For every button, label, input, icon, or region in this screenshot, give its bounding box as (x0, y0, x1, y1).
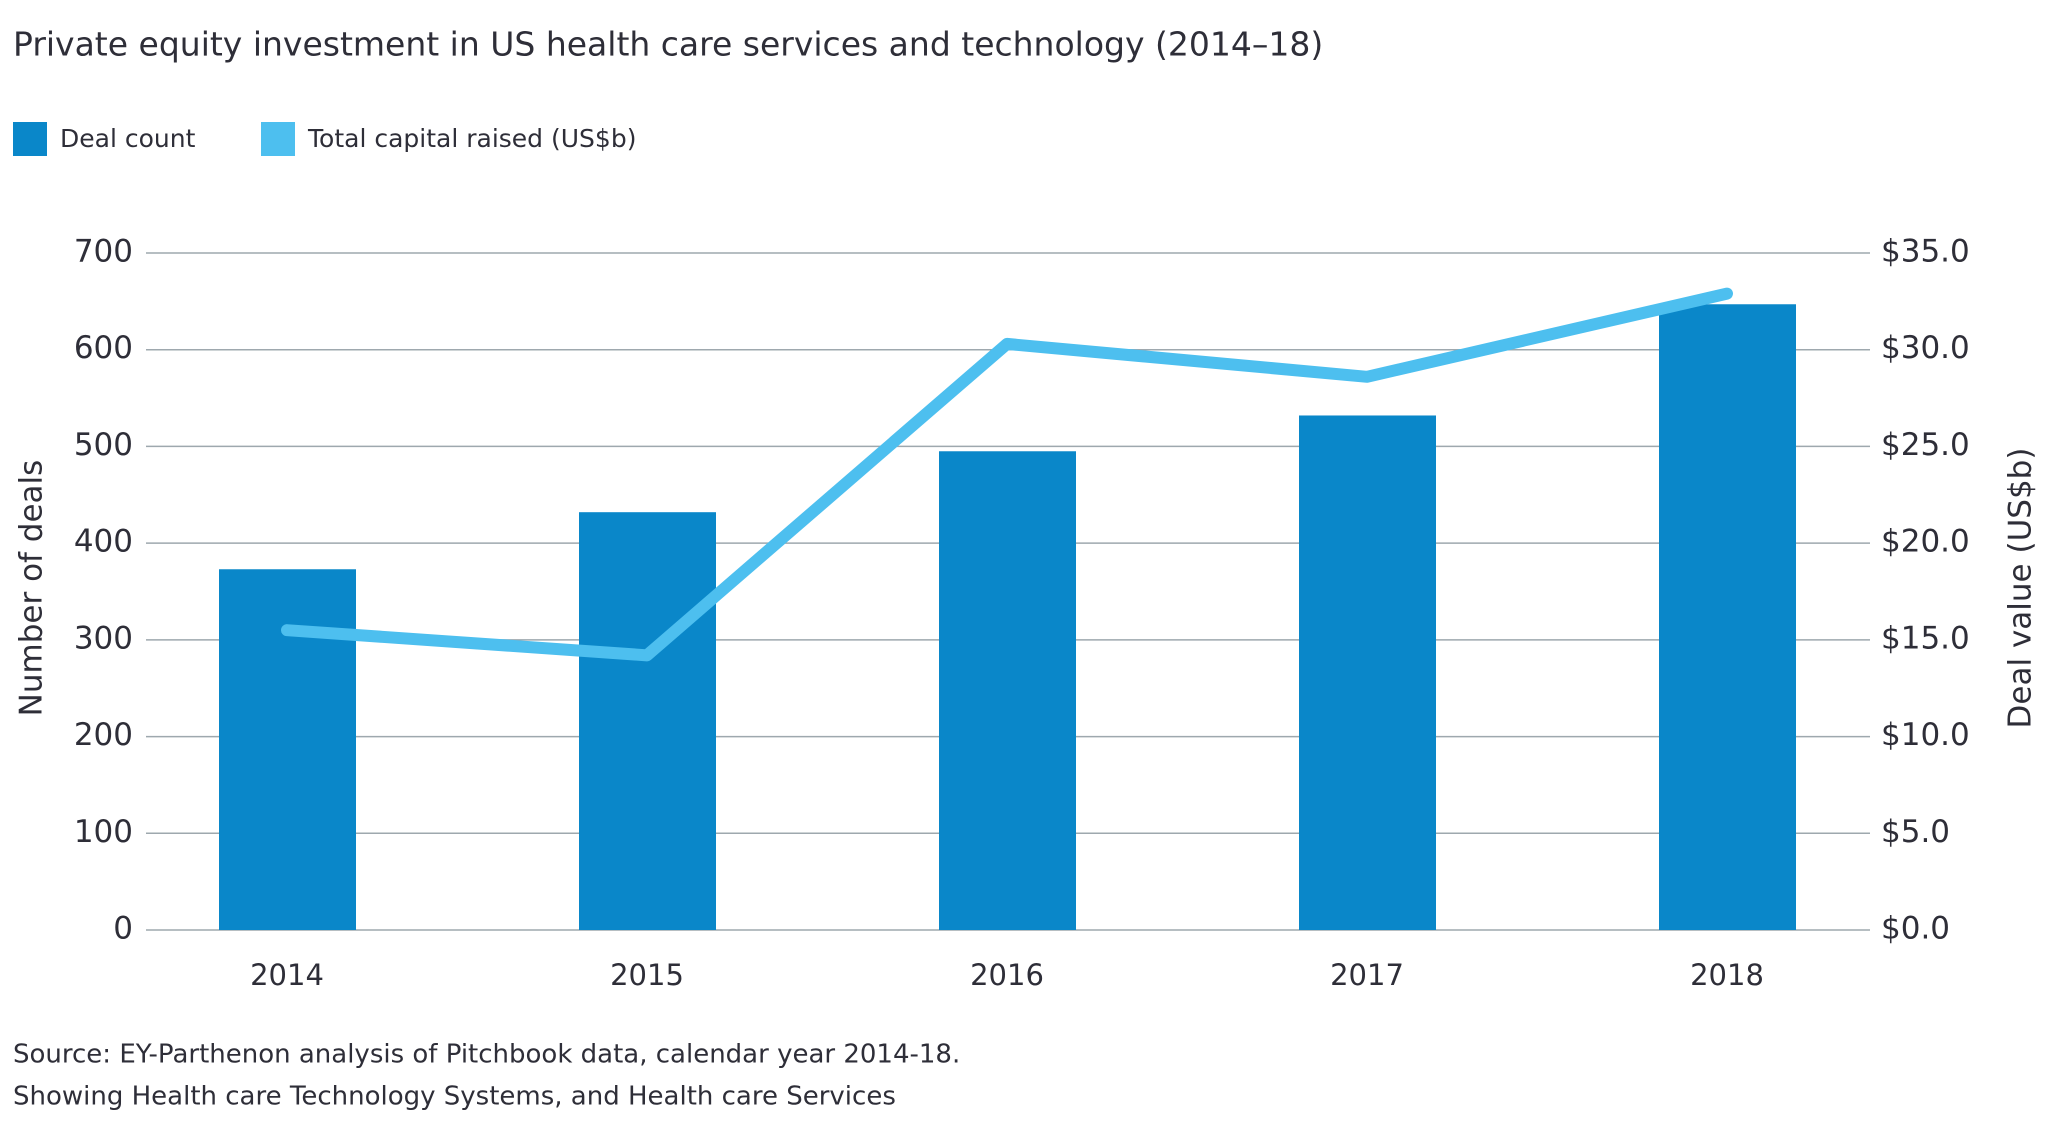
y-tick-label: 400 (74, 524, 133, 560)
legend-swatch (13, 122, 47, 156)
y-tick-label: 300 (74, 620, 133, 656)
bar (939, 451, 1076, 930)
y2-tick-label: $35.0 (1881, 234, 1970, 270)
bar (579, 512, 716, 930)
y2-tick-label: $30.0 (1881, 330, 1970, 366)
y-axis-title: Number of deals (14, 460, 50, 717)
bar (1299, 415, 1436, 931)
y2-tick-label: $20.0 (1881, 524, 1970, 560)
y2-axis-title: Deal value (US$b) (2003, 448, 2039, 729)
legend-swatch (261, 122, 295, 156)
y-tick-label: 600 (74, 330, 133, 366)
y2-tick-label: $10.0 (1881, 717, 1970, 753)
line (281, 287, 1733, 662)
x-tick-label: 2017 (1330, 958, 1404, 992)
y-tick-label: 200 (74, 717, 133, 753)
x-tick-label: 2014 (250, 958, 324, 992)
bar (219, 569, 356, 930)
y2-tick-label: $5.0 (1881, 814, 1950, 850)
y-tick-label: 500 (74, 427, 133, 463)
x-tick-label: 2018 (1690, 958, 1764, 992)
chart-title: Private equity investment in US health c… (13, 25, 1323, 64)
source-note: Source: EY-Parthenon analysis of Pitchbo… (13, 1040, 960, 1070)
legend-label: Deal count (60, 124, 196, 153)
x-tick-label: 2015 (610, 958, 684, 992)
y2-tick-label: $15.0 (1881, 620, 1970, 656)
y2-tick-label: $0.0 (1881, 911, 1950, 947)
y2-tick-label: $25.0 (1881, 427, 1970, 463)
bar (1659, 304, 1796, 931)
y-tick-label: 700 (74, 234, 133, 270)
x-tick-label: 2016 (970, 958, 1044, 992)
y-tick-label: 0 (113, 911, 133, 947)
source-note: Showing Health care Technology Systems, … (13, 1082, 896, 1112)
y-tick-label: 100 (74, 814, 133, 850)
legend-label: Total capital raised (US$b) (307, 124, 636, 153)
